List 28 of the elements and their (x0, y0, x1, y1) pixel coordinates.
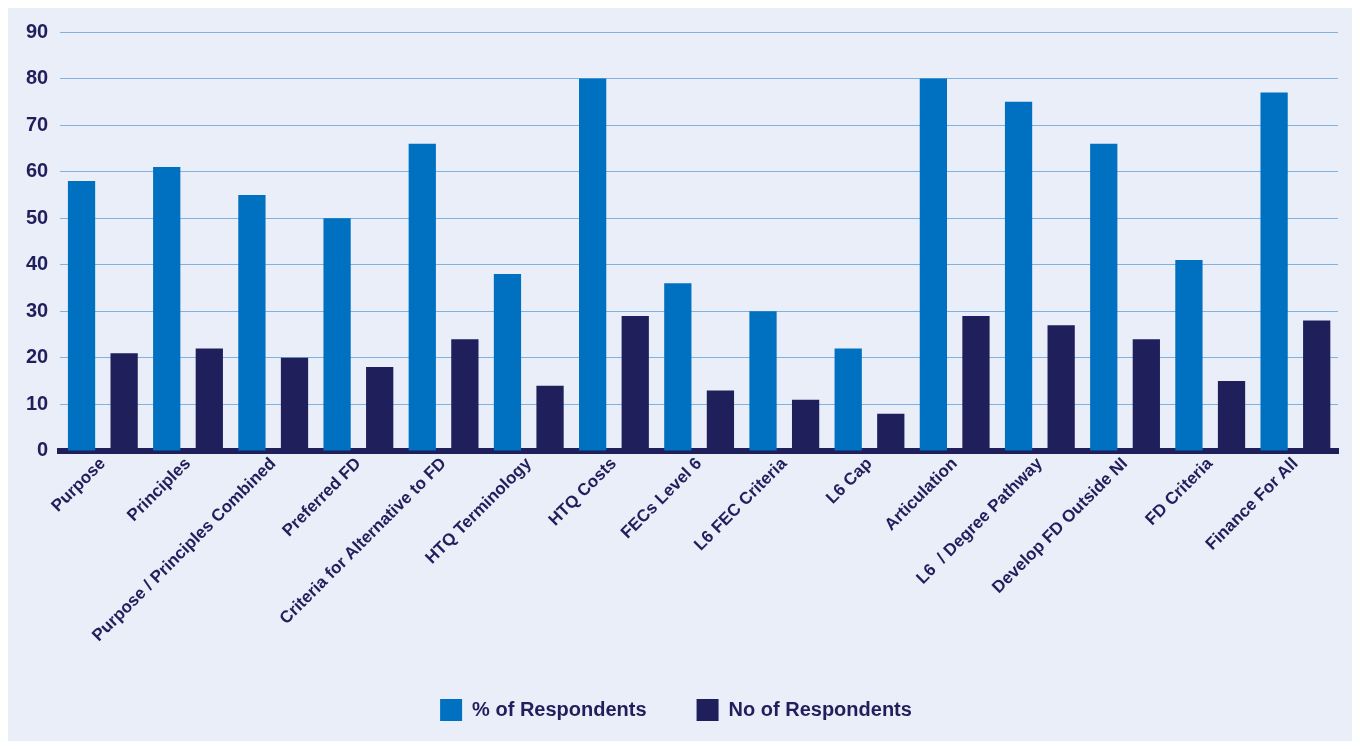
bar (919, 78, 948, 451)
y-tick-label: 70 (26, 112, 49, 135)
y-tick-label: 10 (26, 391, 49, 414)
y-tick-label: 0 (37, 438, 49, 461)
y-tick-label: 90 (26, 19, 49, 42)
bar (664, 283, 692, 451)
bar (493, 274, 522, 451)
y-tick-label: 30 (26, 298, 49, 321)
legend-label: % of Respondents (472, 697, 647, 720)
y-tick-label: 20 (26, 345, 49, 368)
bar (153, 166, 181, 451)
y-tick-label: 60 (26, 159, 49, 182)
bar (238, 194, 266, 451)
bar (749, 311, 777, 451)
bar (834, 348, 862, 451)
legend-label: No of Respondents (728, 697, 912, 720)
bar (323, 218, 351, 451)
bar (67, 180, 96, 451)
bar (579, 78, 607, 451)
bar (1004, 101, 1033, 451)
y-tick-label: 80 (26, 66, 49, 89)
bar (1260, 92, 1288, 451)
y-tick-label: 50 (26, 205, 49, 228)
bar (1175, 260, 1203, 451)
x-tick-label: L6 Cap (822, 453, 876, 508)
bar (408, 143, 436, 451)
y-tick-label: 40 (26, 252, 49, 275)
bar (1090, 143, 1118, 451)
